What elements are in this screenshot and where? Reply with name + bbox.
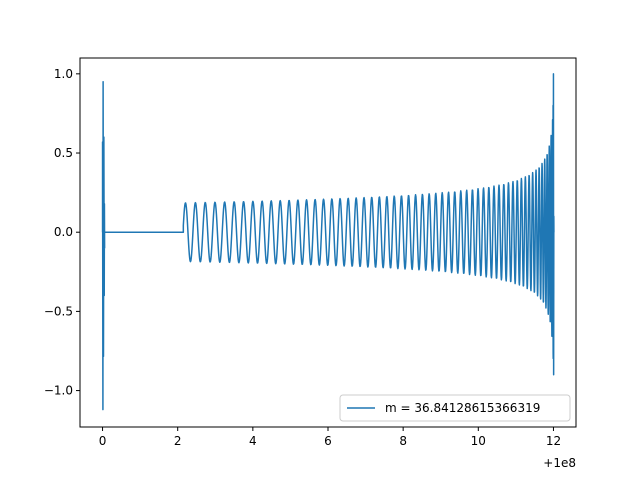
series-layer [101,73,555,411]
x-axis: 0 2 4 6 8 10 12 [99,427,561,448]
x-tick-label: 4 [249,434,257,448]
legend-label: m = 36.84128615366319 [385,401,540,415]
x-tick-label: 0 [99,434,107,448]
legend-box [339,394,571,422]
y-tick-label: −0.5 [44,304,73,318]
x-offset-label: +1e8 [543,456,576,470]
series-line [101,73,555,411]
y-tick-label: −1.0 [44,384,73,398]
legend: m = 36.84128615366319 [339,394,571,422]
y-axis: −1.0 −0.5 0.0 0.5 1.0 [44,67,80,398]
x-tick-label: 6 [324,434,332,448]
x-tick-label: 2 [174,434,182,448]
y-tick-label: 1.0 [54,67,73,81]
x-tick-label: 8 [399,434,407,448]
y-tick-label: 0.0 [54,225,73,239]
x-tick-label: 12 [546,434,561,448]
y-tick-label: 0.5 [54,146,73,160]
plot-area [80,58,576,427]
x-tick-label: 10 [471,434,486,448]
